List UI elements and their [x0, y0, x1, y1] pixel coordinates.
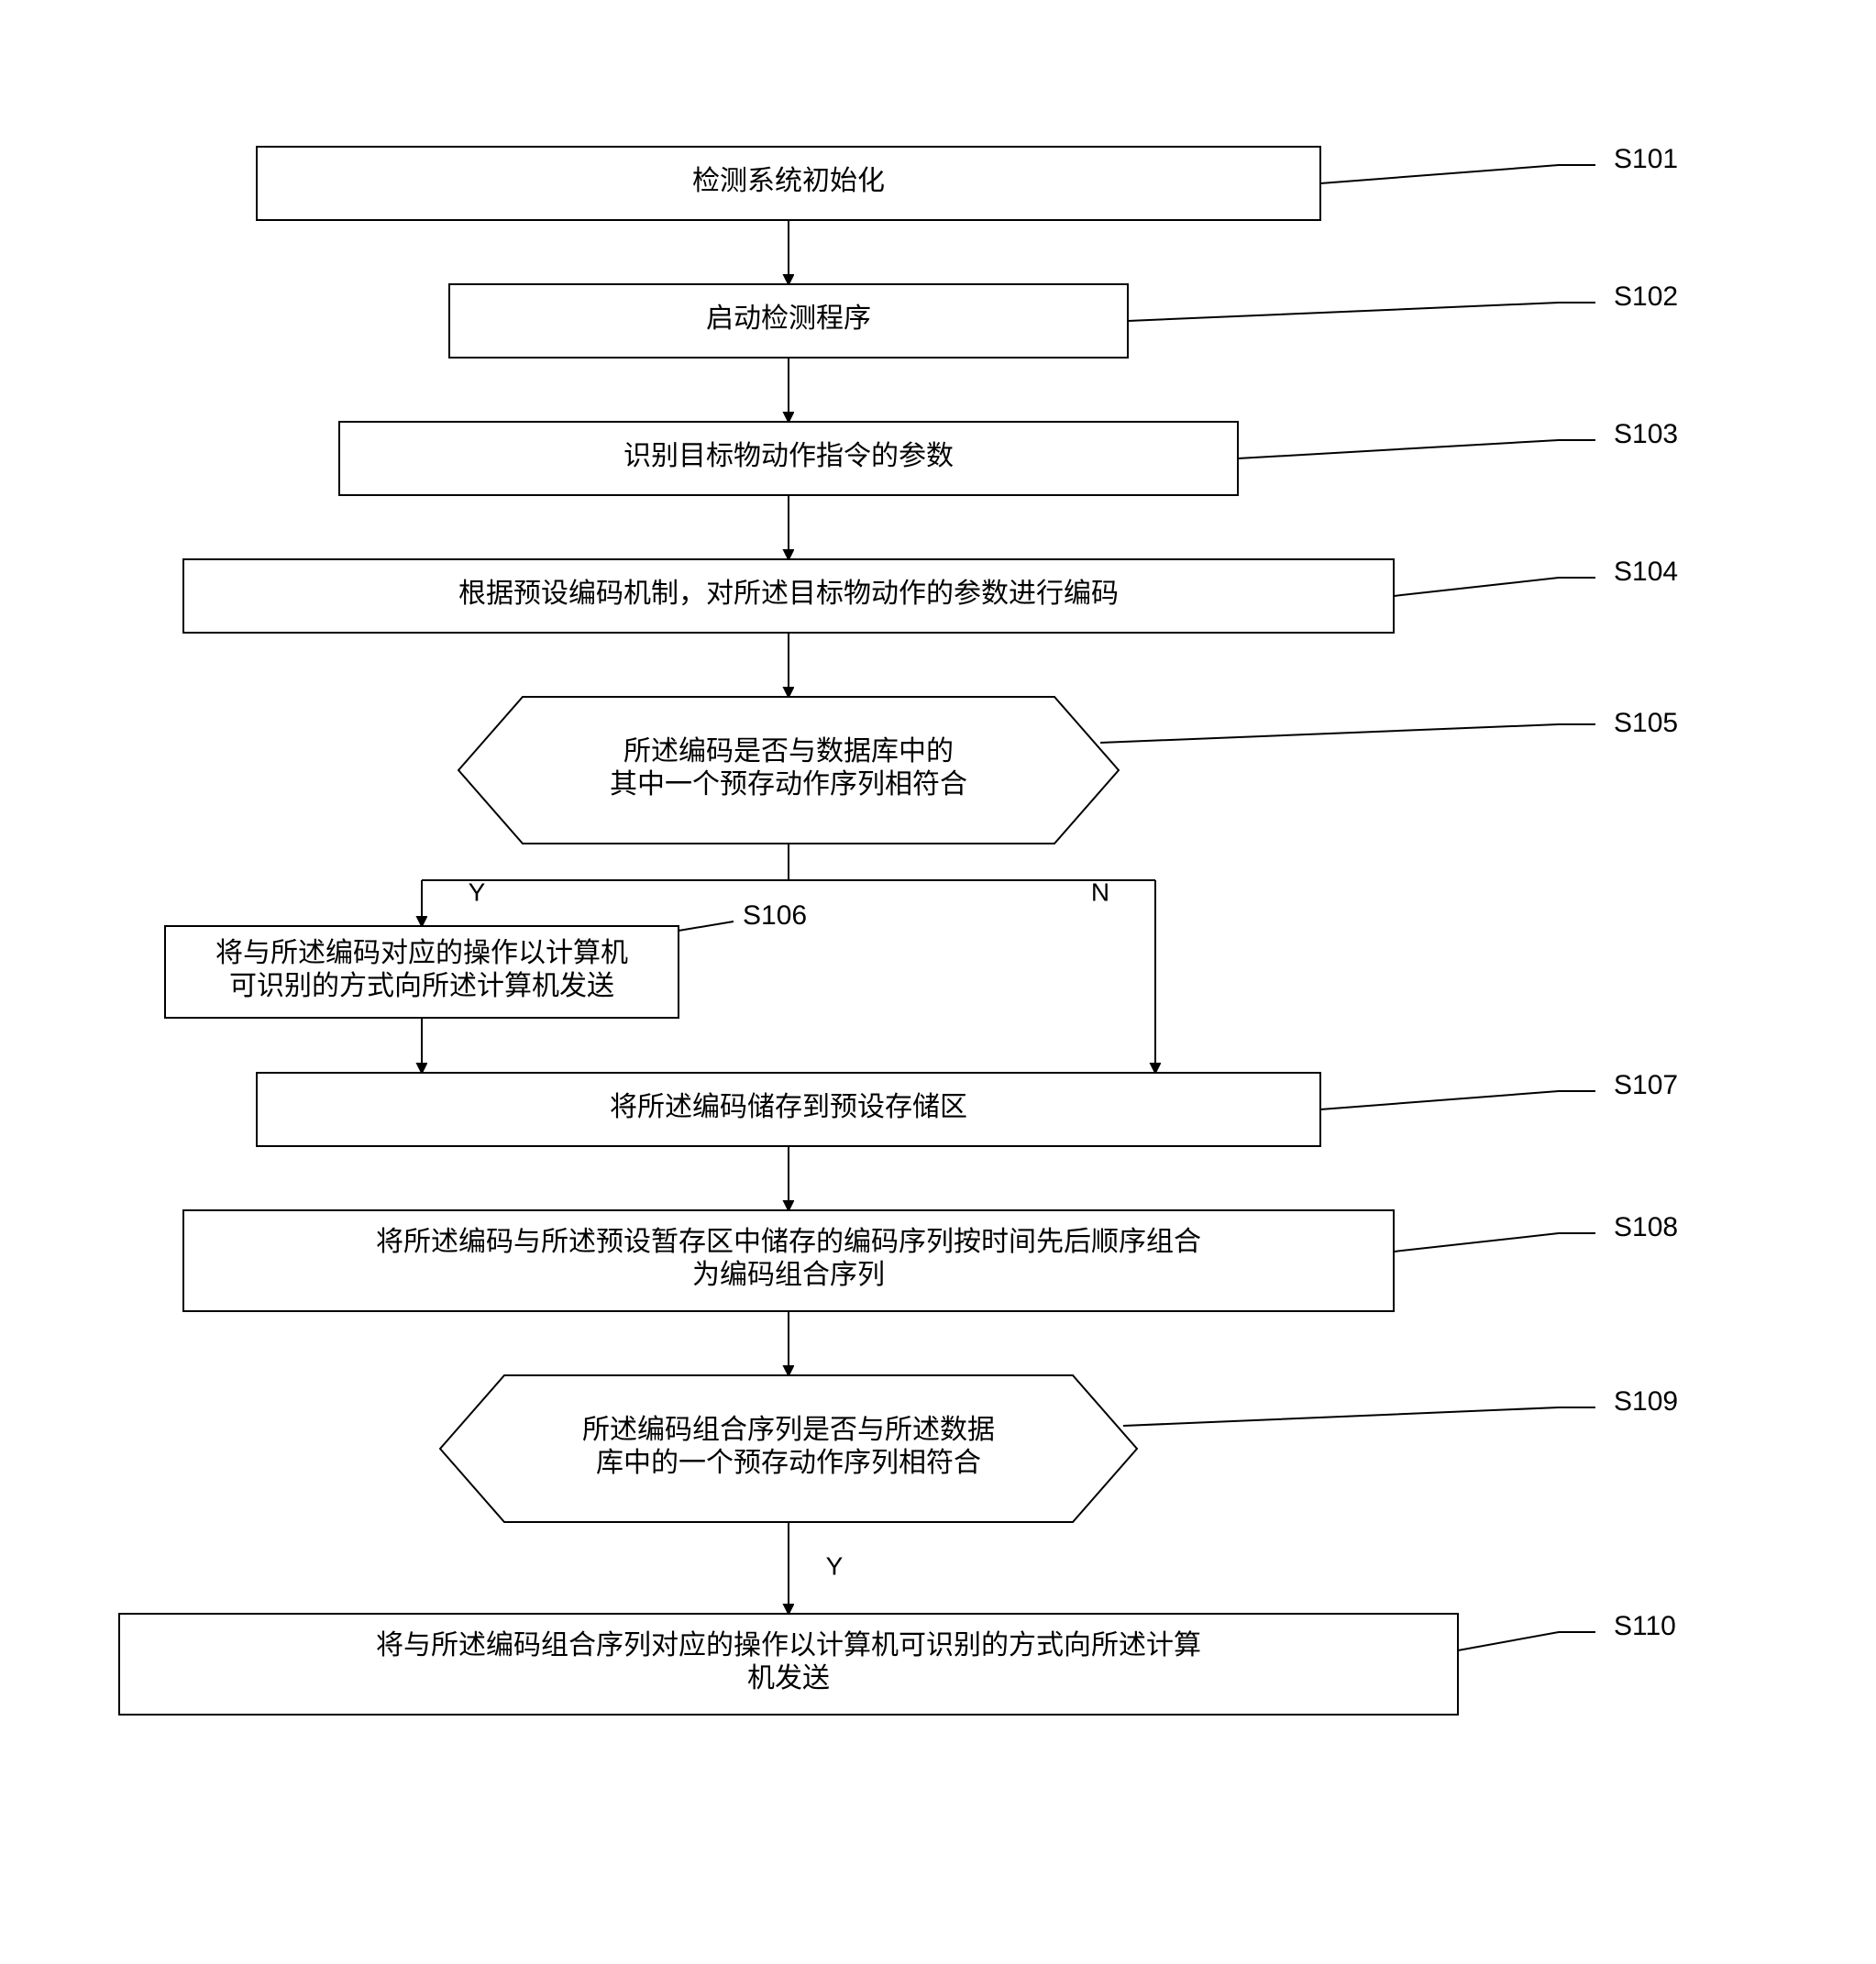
tag-s107: S107: [1614, 1070, 1678, 1100]
callout-s108: [1394, 1233, 1595, 1252]
callout-s106: [679, 921, 734, 931]
node-s109-line-0: 所述编码组合序列是否与所述数据: [582, 1415, 995, 1445]
edge-11-label: Y: [826, 1551, 844, 1580]
tag-s110: S110: [1614, 1611, 1676, 1641]
tag-s104: S104: [1614, 557, 1678, 587]
tag-s109: S109: [1614, 1386, 1678, 1417]
node-s105-line-0: 所述编码是否与数据库中的: [623, 736, 954, 767]
node-s106-line-0: 将与所述编码对应的操作以计算机: [215, 938, 628, 968]
node-s103-line-0: 识别目标物动作指令的参数: [623, 441, 954, 471]
node-s110-line-1: 机发送: [747, 1663, 830, 1694]
flowchart-canvas: Y N Y 检测系统初始化启动检测程序识别目标物动作指令的参数根据预设编码机制，对所…: [0, 0, 1876, 1964]
callout-s110: [1458, 1632, 1595, 1650]
node-s108-line-1: 为编码组合序列: [692, 1260, 885, 1290]
node-s110-line-0: 将与所述编码组合序列对应的操作以计算机可识别的方式向所述计算: [376, 1630, 1201, 1661]
callout-s104: [1394, 578, 1595, 596]
tag-s103: S103: [1614, 419, 1678, 449]
callout-s105: [1100, 724, 1595, 743]
tag-s101: S101: [1614, 144, 1678, 174]
callout-s107: [1320, 1091, 1595, 1109]
tag-s105: S105: [1614, 708, 1678, 738]
callout-s103: [1238, 440, 1595, 458]
node-s105-line-1: 其中一个预存动作序列相符合: [610, 769, 967, 800]
node-s108-line-0: 将所述编码与所述预设暂存区中储存的编码序列按时间先后顺序组合: [376, 1227, 1201, 1257]
node-s102-line-0: 启动检测程序: [706, 303, 871, 334]
tag-s106: S106: [743, 900, 807, 931]
tag-s102: S102: [1614, 281, 1678, 312]
tag-s108: S108: [1614, 1212, 1678, 1242]
callout-s109: [1123, 1407, 1595, 1426]
edge-6-label: Y: [469, 877, 486, 906]
edge-7-label: N: [1091, 877, 1109, 906]
node-s104-line-0: 根据预设编码机制，对所述目标物动作的参数进行编码: [458, 579, 1119, 609]
node-s109-line-1: 库中的一个预存动作序列相符合: [596, 1448, 981, 1478]
node-s106-line-1: 可识别的方式向所述计算机发送: [229, 971, 614, 1001]
callout-s102: [1128, 303, 1595, 321]
callout-s101: [1320, 165, 1595, 183]
node-s101-line-0: 检测系统初始化: [692, 166, 885, 196]
node-s107-line-0: 将所述编码储存到预设存储区: [610, 1092, 967, 1122]
